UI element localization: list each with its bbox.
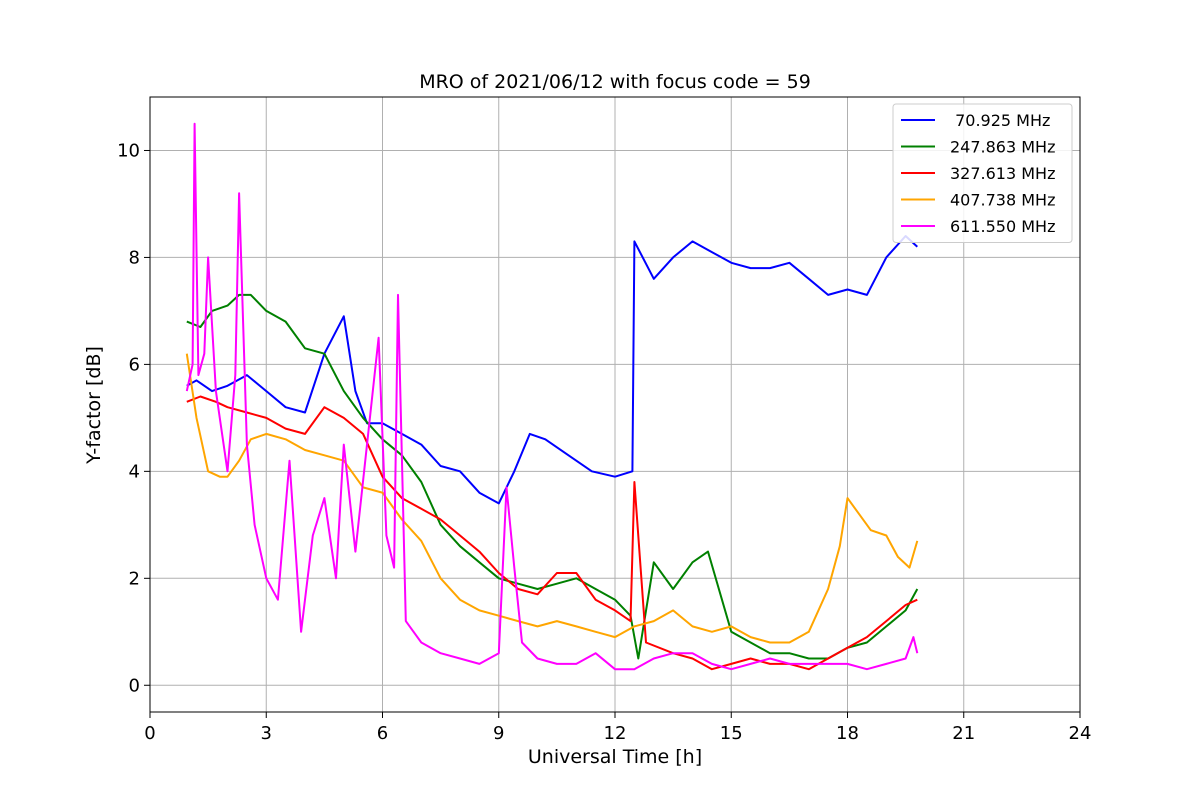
x-tick-label: 6 [377,723,388,744]
legend-label-1: 247.863 MHz [950,138,1055,157]
x-tick-label: 3 [261,723,272,744]
y-axis-label: Y-factor [dB] [83,346,105,465]
legend-label-0: 70.925 MHz [950,111,1050,130]
legend-box [892,103,1073,243]
x-tick-label: 0 [144,723,155,744]
legend: 70.925 MHz 247.863 MHz 327.613 MHz 407.738 … [892,103,1073,243]
series-line-2 [186,395,918,671]
series-line-1 [186,293,919,660]
y-tick-label: 10 [117,140,140,161]
y-tick-label: 6 [129,354,140,375]
chart-title: MRO of 2021/06/12 with focus code = 59 [419,71,811,93]
series-line-4 [185,122,919,671]
y-tick-label: 0 [129,675,140,696]
series-lines [185,122,919,671]
y-tick-label: 8 [129,247,140,268]
x-tick-label: 21 [952,723,975,744]
y-tick-label: 2 [129,568,140,589]
y-tick-label: 4 [129,461,140,482]
x-axis-label: Universal Time [h] [528,746,702,768]
x-tick-label: 24 [1069,723,1092,744]
series-line-0 [186,235,918,505]
legend-label-4: 611.550 MHz [950,217,1055,236]
x-tick-label: 9 [493,723,504,744]
legend-label-2: 327.613 MHz [950,164,1055,183]
x-tick-label: 15 [720,723,743,744]
legend-label-3: 407.738 MHz [950,191,1055,210]
x-tick-label: 12 [604,723,627,744]
series-line-3 [185,353,919,644]
x-tick-label: 18 [836,723,859,744]
grid-lines [150,97,1080,712]
